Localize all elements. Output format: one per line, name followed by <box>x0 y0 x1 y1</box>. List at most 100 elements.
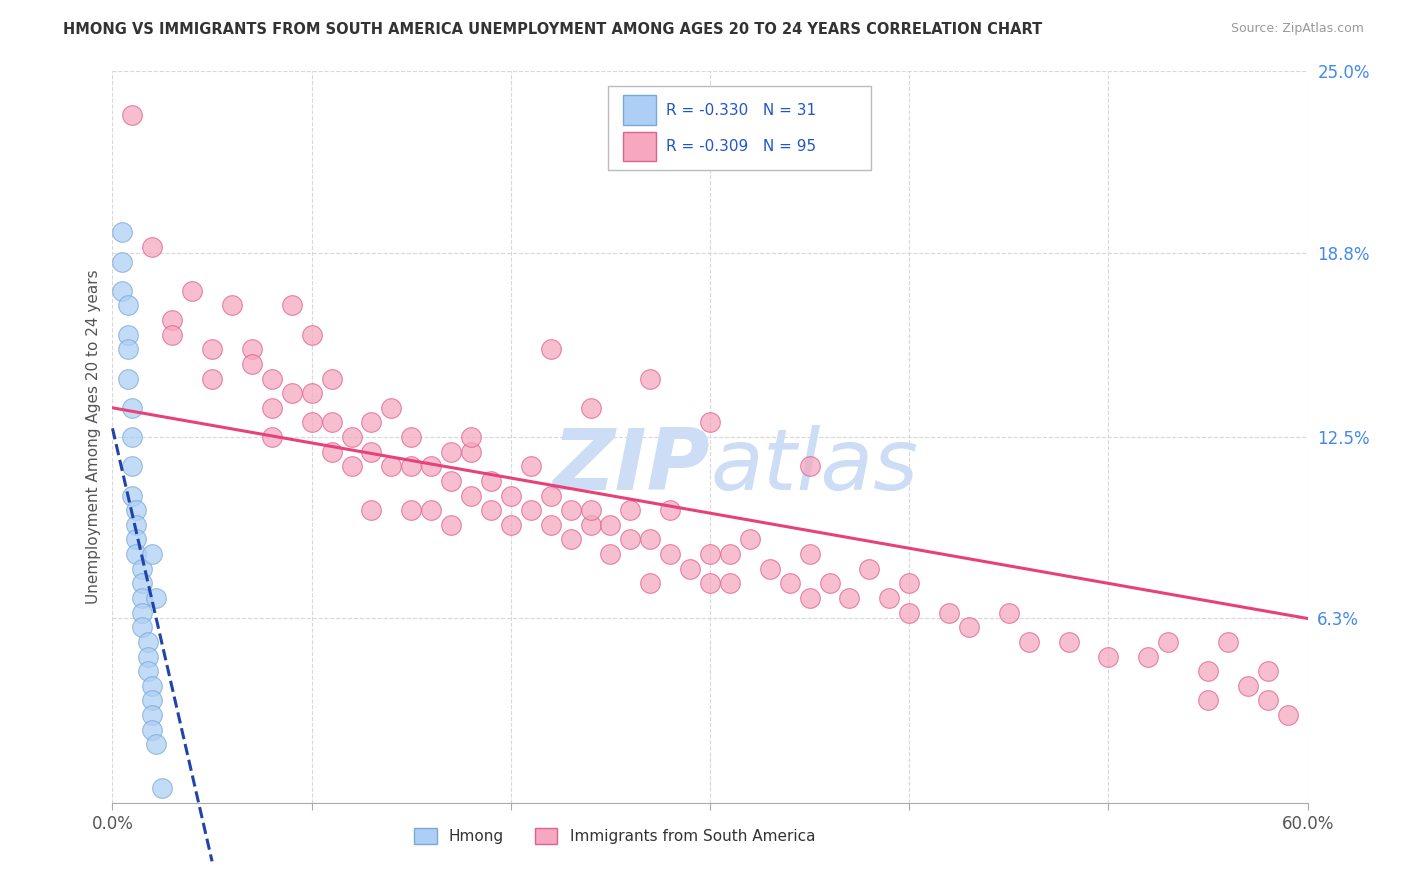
FancyBboxPatch shape <box>609 86 872 170</box>
Point <box>1277 708 1299 723</box>
Point <box>111 254 134 268</box>
Point <box>201 343 224 357</box>
Point <box>141 547 163 561</box>
Point <box>125 517 148 532</box>
Point <box>738 533 761 547</box>
Point <box>460 489 482 503</box>
Point <box>150 781 173 796</box>
Point <box>499 489 522 503</box>
Point <box>321 371 343 385</box>
Point <box>1018 635 1040 649</box>
Point <box>499 517 522 532</box>
Point <box>321 416 343 430</box>
Point <box>138 664 160 678</box>
Point <box>479 474 502 488</box>
Point <box>938 606 960 620</box>
Point <box>131 620 153 634</box>
Point <box>540 343 562 357</box>
Point <box>240 357 263 371</box>
Point <box>125 547 148 561</box>
Point <box>1197 693 1219 707</box>
Point <box>579 401 602 415</box>
Point <box>221 298 243 312</box>
Point <box>141 723 163 737</box>
Point <box>260 371 283 385</box>
Point <box>111 225 134 239</box>
Point <box>121 459 143 474</box>
Text: R = -0.309   N = 95: R = -0.309 N = 95 <box>666 139 815 154</box>
Point <box>162 327 183 342</box>
Point <box>131 576 153 591</box>
FancyBboxPatch shape <box>623 95 657 125</box>
Point <box>401 503 423 517</box>
Point <box>1257 693 1279 707</box>
Text: R = -0.330   N = 31: R = -0.330 N = 31 <box>666 103 815 118</box>
Point <box>141 240 163 254</box>
Point <box>121 108 143 122</box>
Point <box>260 430 283 444</box>
Text: HMONG VS IMMIGRANTS FROM SOUTH AMERICA UNEMPLOYMENT AMONG AGES 20 TO 24 YEARS CO: HMONG VS IMMIGRANTS FROM SOUTH AMERICA U… <box>63 22 1042 37</box>
Point <box>121 489 143 503</box>
Point <box>131 606 153 620</box>
Point <box>898 576 921 591</box>
Y-axis label: Unemployment Among Ages 20 to 24 years: Unemployment Among Ages 20 to 24 years <box>86 269 101 605</box>
Point <box>138 649 160 664</box>
Point <box>1097 649 1119 664</box>
Point <box>201 371 224 385</box>
Point <box>599 547 621 561</box>
Point <box>380 459 402 474</box>
Point <box>1057 635 1080 649</box>
Point <box>360 444 382 458</box>
Point <box>560 533 582 547</box>
Point <box>1237 679 1260 693</box>
Point <box>340 430 363 444</box>
Point <box>117 343 139 357</box>
Point <box>260 401 283 415</box>
Point <box>321 444 343 458</box>
Point <box>131 562 153 576</box>
FancyBboxPatch shape <box>623 132 657 161</box>
Point <box>420 503 443 517</box>
Point <box>579 503 602 517</box>
Point <box>520 459 543 474</box>
Point <box>699 576 721 591</box>
Point <box>759 562 782 576</box>
Point <box>858 562 880 576</box>
Point <box>141 693 163 707</box>
Point <box>1257 664 1279 678</box>
Point <box>301 327 323 342</box>
Point <box>420 459 443 474</box>
Point <box>141 708 163 723</box>
Point <box>340 459 363 474</box>
Point <box>111 284 134 298</box>
Point <box>1157 635 1180 649</box>
Point <box>838 591 860 605</box>
Point <box>125 503 148 517</box>
Point <box>440 517 463 532</box>
Point <box>281 298 304 312</box>
Point <box>141 679 163 693</box>
Legend: Hmong, Immigrants from South America: Hmong, Immigrants from South America <box>408 822 821 850</box>
Point <box>281 386 304 401</box>
Point <box>799 459 821 474</box>
Point <box>1216 635 1239 649</box>
Point <box>145 737 167 751</box>
Point <box>998 606 1021 620</box>
Point <box>1137 649 1160 664</box>
Point <box>460 444 482 458</box>
Point <box>898 606 921 620</box>
Point <box>162 313 183 327</box>
Point <box>301 386 323 401</box>
Point <box>479 503 502 517</box>
Text: Source: ZipAtlas.com: Source: ZipAtlas.com <box>1230 22 1364 36</box>
Point <box>380 401 402 415</box>
Point <box>619 503 641 517</box>
Point <box>718 576 741 591</box>
Point <box>659 503 682 517</box>
Text: ZIP: ZIP <box>553 425 710 508</box>
Point <box>240 343 263 357</box>
Point <box>440 474 463 488</box>
Point <box>121 401 143 415</box>
Point <box>640 533 662 547</box>
Point <box>117 298 139 312</box>
